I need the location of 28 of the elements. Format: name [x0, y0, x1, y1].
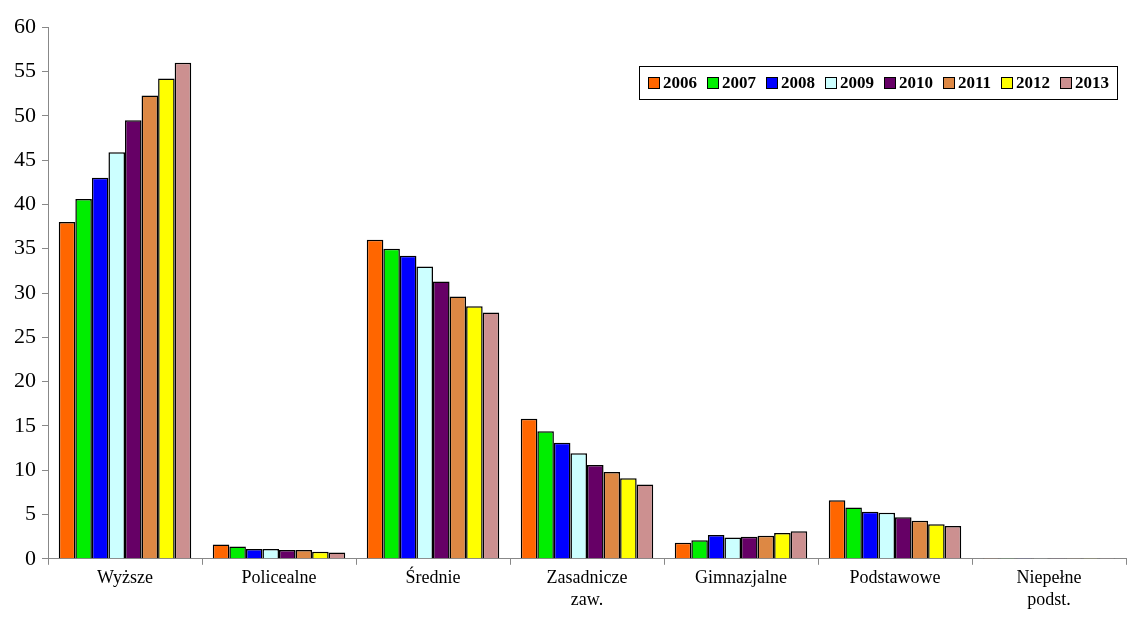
y-tick-label: 60 — [14, 12, 36, 38]
legend-label: 2008 — [780, 73, 815, 93]
x-tick-label: Gimnazjalne — [695, 567, 787, 588]
x-tick-label: Podstawowe — [849, 567, 941, 588]
y-tick-label: 30 — [14, 278, 36, 304]
y-tick-label: 10 — [14, 455, 36, 481]
legend-label: 2013 — [1075, 73, 1109, 93]
y-tick-label: 45 — [14, 145, 36, 171]
y-tick-label: 5 — [25, 500, 36, 526]
y-tick-label: 15 — [14, 411, 36, 437]
legend-label: 2007 — [721, 73, 756, 93]
y-tick-label: 25 — [14, 323, 36, 349]
y-tick-label: 40 — [14, 190, 36, 216]
legend-label: 2009 — [839, 73, 874, 93]
x-tick-label: Zasadnicze zaw. — [546, 567, 628, 609]
legend-label: 2012 — [1016, 73, 1050, 93]
x-tick-label: Średnie — [405, 566, 461, 588]
x-tick-label: Niepełne podst. — [1016, 567, 1082, 609]
y-tick-label: 35 — [14, 234, 36, 260]
y-tick-label: 0 — [25, 544, 36, 570]
x-tick-label: Policealne — [241, 567, 317, 588]
legend-label: 2011 — [957, 73, 991, 93]
y-tick-label: 50 — [14, 101, 36, 127]
y-tick-label: 55 — [14, 57, 36, 83]
legend-label: 2010 — [898, 73, 933, 93]
legend-label: 2006 — [662, 73, 697, 93]
y-tick-label: 20 — [14, 367, 36, 393]
x-tick-label: Wyższe — [97, 567, 153, 588]
